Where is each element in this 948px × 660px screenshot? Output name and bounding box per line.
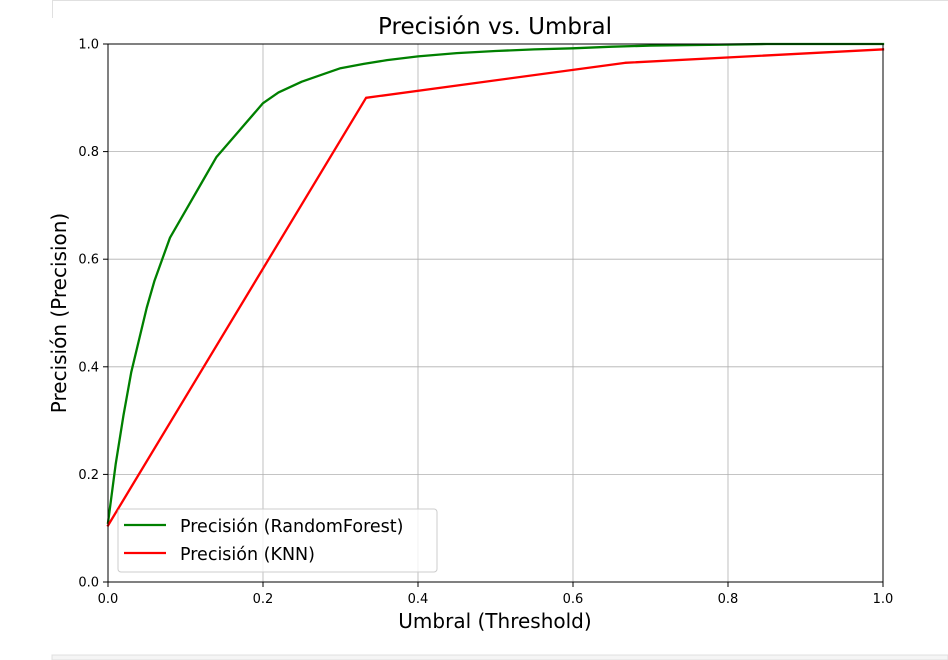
plot-area-border — [107, 43, 884, 583]
series-line-1 — [106, 48, 885, 528]
legend-label-randomforest: Precisión (RandomForest) — [180, 517, 403, 537]
legend-box — [117, 508, 438, 573]
chart-title: Precisión vs. Umbral — [378, 14, 612, 40]
axis-ticks: 0.0 0.2 0.4 0.6 0.8 1.0 0.0 0.2 0.4 0.6 0.8 1.0 — [78, 38, 893, 608]
legend: Precisión (RandomForest) Precisión (KNN) — [117, 508, 438, 573]
y-axis-label: Precisión (Precision) — [47, 213, 71, 413]
x-tick-label: 0.4 — [408, 592, 429, 607]
plot-series — [106, 42, 885, 528]
x-tick-label: 0.8 — [718, 592, 739, 607]
x-tick-label: 0.6 — [563, 592, 584, 607]
series-line-0 — [106, 42, 885, 525]
legend-label-knn: Precisión (KNN) — [180, 545, 315, 565]
y-tick-label: 0.6 — [78, 253, 99, 268]
x-tick-label: 1.0 — [873, 592, 894, 607]
y-tick-label: 0.8 — [78, 145, 99, 160]
y-tick-label: 0.4 — [78, 360, 99, 375]
y-tick-label: 0.2 — [78, 468, 99, 483]
x-tick-label: 0.0 — [98, 592, 119, 607]
x-tick-label: 0.2 — [253, 592, 274, 607]
y-tick-label: 0.0 — [78, 576, 99, 591]
y-tick-label: 1.0 — [78, 38, 99, 53]
grid-lines — [107, 43, 884, 583]
x-axis-label: Umbral (Threshold) — [398, 609, 591, 633]
next-cell-strip — [51, 654, 948, 660]
